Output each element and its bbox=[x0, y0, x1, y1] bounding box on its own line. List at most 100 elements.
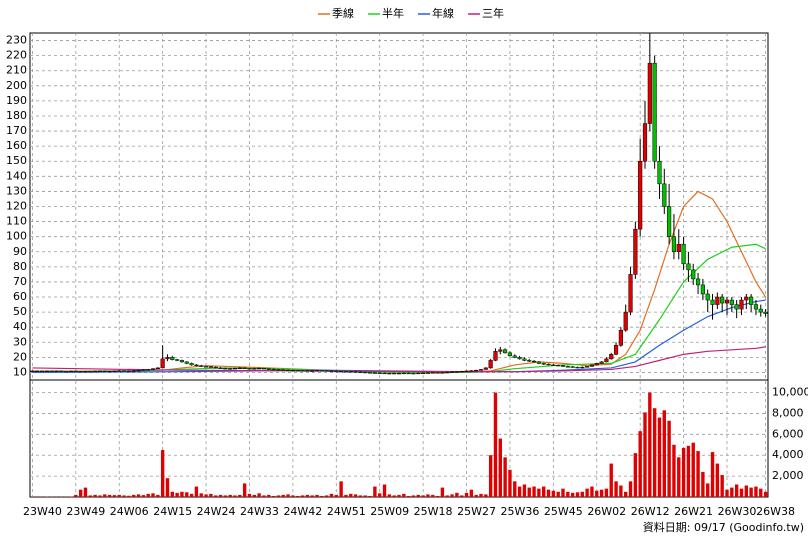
y-tick-label: 120 bbox=[6, 200, 27, 213]
volume-bar bbox=[300, 495, 305, 497]
volume-bar bbox=[223, 495, 228, 497]
legend-label: 年線 bbox=[432, 6, 454, 20]
volume-bar bbox=[561, 488, 565, 497]
candle-body bbox=[493, 351, 498, 361]
candle-body bbox=[348, 371, 353, 373]
candle-body bbox=[266, 368, 271, 370]
candle-body bbox=[358, 371, 363, 374]
candle-body bbox=[594, 363, 599, 366]
volume-bar bbox=[460, 495, 464, 497]
volume-bar bbox=[112, 495, 117, 497]
volume-bar bbox=[580, 491, 584, 497]
candle-body bbox=[469, 370, 474, 372]
candle-body bbox=[59, 370, 64, 372]
volume-bar bbox=[189, 493, 194, 497]
volume-bar bbox=[402, 493, 406, 497]
candle-body bbox=[715, 296, 720, 305]
volume-bar bbox=[590, 486, 594, 497]
candle-body bbox=[681, 243, 686, 265]
volume-bar bbox=[349, 493, 353, 497]
x-tick-label: 23W40 bbox=[23, 505, 62, 518]
volume-bar bbox=[599, 489, 604, 497]
x-tick-label: 23W49 bbox=[66, 505, 105, 518]
y-tick-label: 90 bbox=[13, 245, 27, 258]
volume-bar bbox=[122, 495, 126, 497]
candle-body bbox=[488, 360, 493, 369]
volume-bar bbox=[238, 494, 242, 497]
candle-body bbox=[83, 370, 88, 373]
volume-bar bbox=[638, 431, 642, 497]
volume-bar bbox=[570, 492, 575, 497]
volume-bar bbox=[435, 495, 440, 497]
candle-body bbox=[213, 366, 218, 369]
volume-bar bbox=[652, 408, 657, 497]
candle-body bbox=[503, 349, 508, 354]
y-tick-label: 110 bbox=[6, 215, 27, 228]
y-tick-label: 140 bbox=[6, 169, 27, 182]
x-tick-label: 25W09 bbox=[370, 505, 409, 518]
volume-bar bbox=[262, 495, 266, 497]
volume-bar bbox=[691, 442, 695, 497]
x-tick-label: 26W02 bbox=[587, 505, 626, 518]
candle-body bbox=[522, 358, 527, 361]
volume-bar bbox=[382, 484, 387, 497]
candle-body bbox=[363, 371, 368, 374]
volume-bar bbox=[546, 489, 551, 497]
x-tick-label: 26W12 bbox=[631, 505, 670, 518]
candle-body bbox=[710, 299, 715, 305]
volume-bar bbox=[508, 469, 512, 497]
candle-body bbox=[208, 366, 213, 368]
candle-body bbox=[232, 367, 238, 370]
candle-body bbox=[290, 369, 295, 372]
volume-bar bbox=[98, 495, 102, 497]
volume-bar bbox=[484, 494, 488, 497]
candle-body bbox=[416, 372, 421, 375]
volume-bar bbox=[363, 495, 367, 497]
candle-body bbox=[758, 308, 763, 313]
volume-bar bbox=[233, 495, 237, 497]
volume-bar bbox=[749, 487, 753, 497]
volume-bar bbox=[537, 488, 541, 497]
volume-bar bbox=[681, 447, 686, 497]
volume-bar bbox=[744, 485, 748, 497]
candle-body bbox=[136, 369, 141, 372]
candle-body bbox=[30, 370, 35, 372]
volume-bar bbox=[353, 494, 358, 497]
candle-body bbox=[464, 370, 469, 372]
volume-bar bbox=[701, 471, 705, 497]
volume-bar bbox=[194, 486, 199, 497]
volume-bar bbox=[445, 495, 449, 497]
legend-label: 三年 bbox=[482, 6, 504, 20]
volume-bar bbox=[392, 495, 396, 497]
candle-body bbox=[517, 357, 522, 360]
candle-body bbox=[609, 354, 614, 360]
volume-bar bbox=[416, 494, 420, 497]
volume-bar bbox=[604, 488, 609, 497]
volume-bar bbox=[291, 495, 295, 497]
volume-bar bbox=[247, 493, 252, 497]
volume-bar bbox=[488, 455, 493, 497]
volume-bar bbox=[334, 494, 338, 497]
candle-body bbox=[546, 363, 551, 366]
candle-body bbox=[401, 372, 406, 375]
volume-bar bbox=[411, 495, 416, 497]
candle-body bbox=[744, 296, 749, 301]
candle-body bbox=[387, 372, 392, 375]
candle-body bbox=[35, 370, 40, 372]
volume-bar bbox=[493, 392, 498, 497]
y-tick-label: 130 bbox=[6, 184, 27, 197]
volume-bar bbox=[739, 488, 744, 497]
candle-body bbox=[155, 367, 160, 369]
volume-bar bbox=[83, 487, 88, 497]
volume-bar bbox=[566, 491, 570, 497]
candle-body bbox=[247, 368, 252, 370]
volume-bar bbox=[180, 491, 184, 497]
candle-body bbox=[411, 372, 416, 375]
candle-body bbox=[261, 367, 267, 370]
volume-bar bbox=[344, 494, 348, 497]
candle-body bbox=[170, 357, 175, 360]
candle-body bbox=[117, 370, 122, 372]
volume-bar bbox=[474, 494, 478, 497]
volume-bar bbox=[214, 495, 218, 497]
volume-bar bbox=[763, 491, 768, 497]
